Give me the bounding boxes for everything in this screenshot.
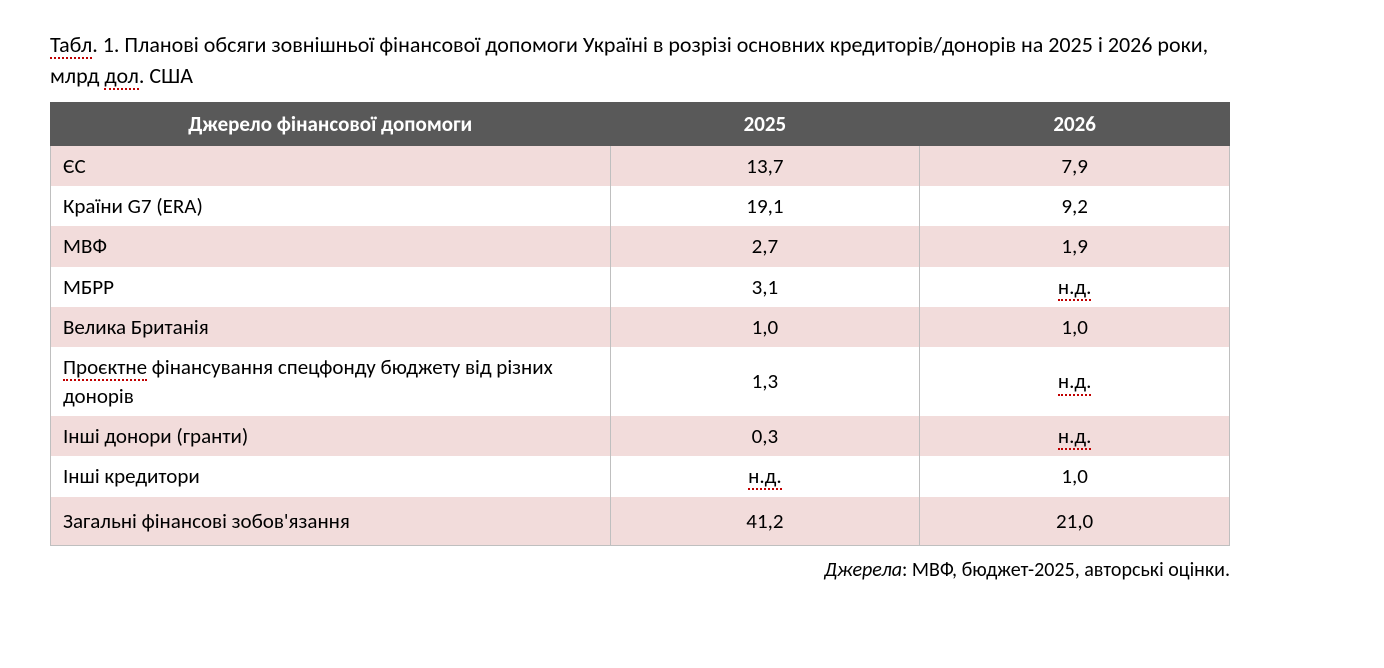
caption-word-tabl: Табл [50, 33, 92, 59]
cell-2025: н.д. [610, 456, 920, 496]
cell-2026: н.д. [920, 416, 1230, 456]
col-header-2026: 2026 [920, 102, 1230, 145]
table-row: МВФ2,71,9 [51, 226, 1230, 266]
source-text: : МВФ, бюджет-2025, авторські оцінки. [902, 558, 1230, 582]
caption-word-dol: дол [104, 64, 138, 90]
cell-2026: 1,0 [920, 307, 1230, 347]
cell-source: МБРР [51, 267, 611, 307]
cell-2025: 41,2 [610, 497, 920, 546]
cell-2025: 3,1 [610, 267, 920, 307]
table-header-row: Джерело фінансової допомоги 2025 2026 [51, 102, 1230, 145]
cell-source: Інші донори (гранти) [51, 416, 611, 456]
table-row: Проєктне фінансування спецфонду бюджету … [51, 347, 1230, 416]
cell-source: Інші кредитори [51, 456, 611, 496]
col-header-2025: 2025 [610, 102, 920, 145]
spellcheck-word: Проєктне [63, 356, 147, 381]
cell-source: Велика Британія [51, 307, 611, 347]
cell-source: Загальні фінансові зобов'язання [51, 497, 611, 546]
table-row: ЄС13,77,9 [51, 145, 1230, 186]
cell-2025: 1,3 [610, 347, 920, 416]
cell-2025: 0,3 [610, 416, 920, 456]
table-row: Інші донори (гранти)0,3 н.д. [51, 416, 1230, 456]
financial-aid-table: Джерело фінансової допомоги 2025 2026 ЄС… [50, 102, 1230, 546]
caption-text: . 1. Планові обсяги зовнішньої фінансово… [50, 31, 1208, 89]
table-row: МБРР3,1 н.д. [51, 267, 1230, 307]
table-row: Інші кредитори н.д. 1,0 [51, 456, 1230, 496]
spellcheck-word: н.д. [1058, 276, 1092, 301]
table-caption: Табл. 1. Планові обсяги зовнішньої фінан… [50, 30, 1230, 92]
col-header-source: Джерело фінансової допомоги [51, 102, 611, 145]
table-row: Загальні фінансові зобов'язання41,221,0 [51, 497, 1230, 546]
source-note: Джерела: МВФ, бюджет-2025, авторські оці… [50, 558, 1230, 582]
cell-2026: н.д. [920, 267, 1230, 307]
caption-suffix: . США [139, 62, 193, 89]
table-row: Велика Британія1,01,0 [51, 307, 1230, 347]
cell-source: Країни G7 (ERA) [51, 186, 611, 226]
table-row: Країни G7 (ERA)19,19,2 [51, 186, 1230, 226]
cell-2026: 7,9 [920, 145, 1230, 186]
cell-source: МВФ [51, 226, 611, 266]
cell-2026: 9,2 [920, 186, 1230, 226]
cell-2025: 13,7 [610, 145, 920, 186]
spellcheck-word: н.д. [748, 465, 782, 490]
cell-source: ЄС [51, 145, 611, 186]
cell-2026: 21,0 [920, 497, 1230, 546]
cell-2026: н.д. [920, 347, 1230, 416]
cell-2026: 1,0 [920, 456, 1230, 496]
cell-source: Проєктне фінансування спецфонду бюджету … [51, 347, 611, 416]
cell-2026: 1,9 [920, 226, 1230, 266]
spellcheck-word: н.д. [1058, 370, 1092, 395]
cell-2025: 1,0 [610, 307, 920, 347]
cell-2025: 2,7 [610, 226, 920, 266]
table-body: ЄС13,77,9Країни G7 (ERA)19,19,2МВФ2,71,9… [51, 145, 1230, 545]
cell-2025: 19,1 [610, 186, 920, 226]
source-label: Джерела [824, 558, 902, 582]
spellcheck-word: н.д. [1058, 425, 1092, 450]
